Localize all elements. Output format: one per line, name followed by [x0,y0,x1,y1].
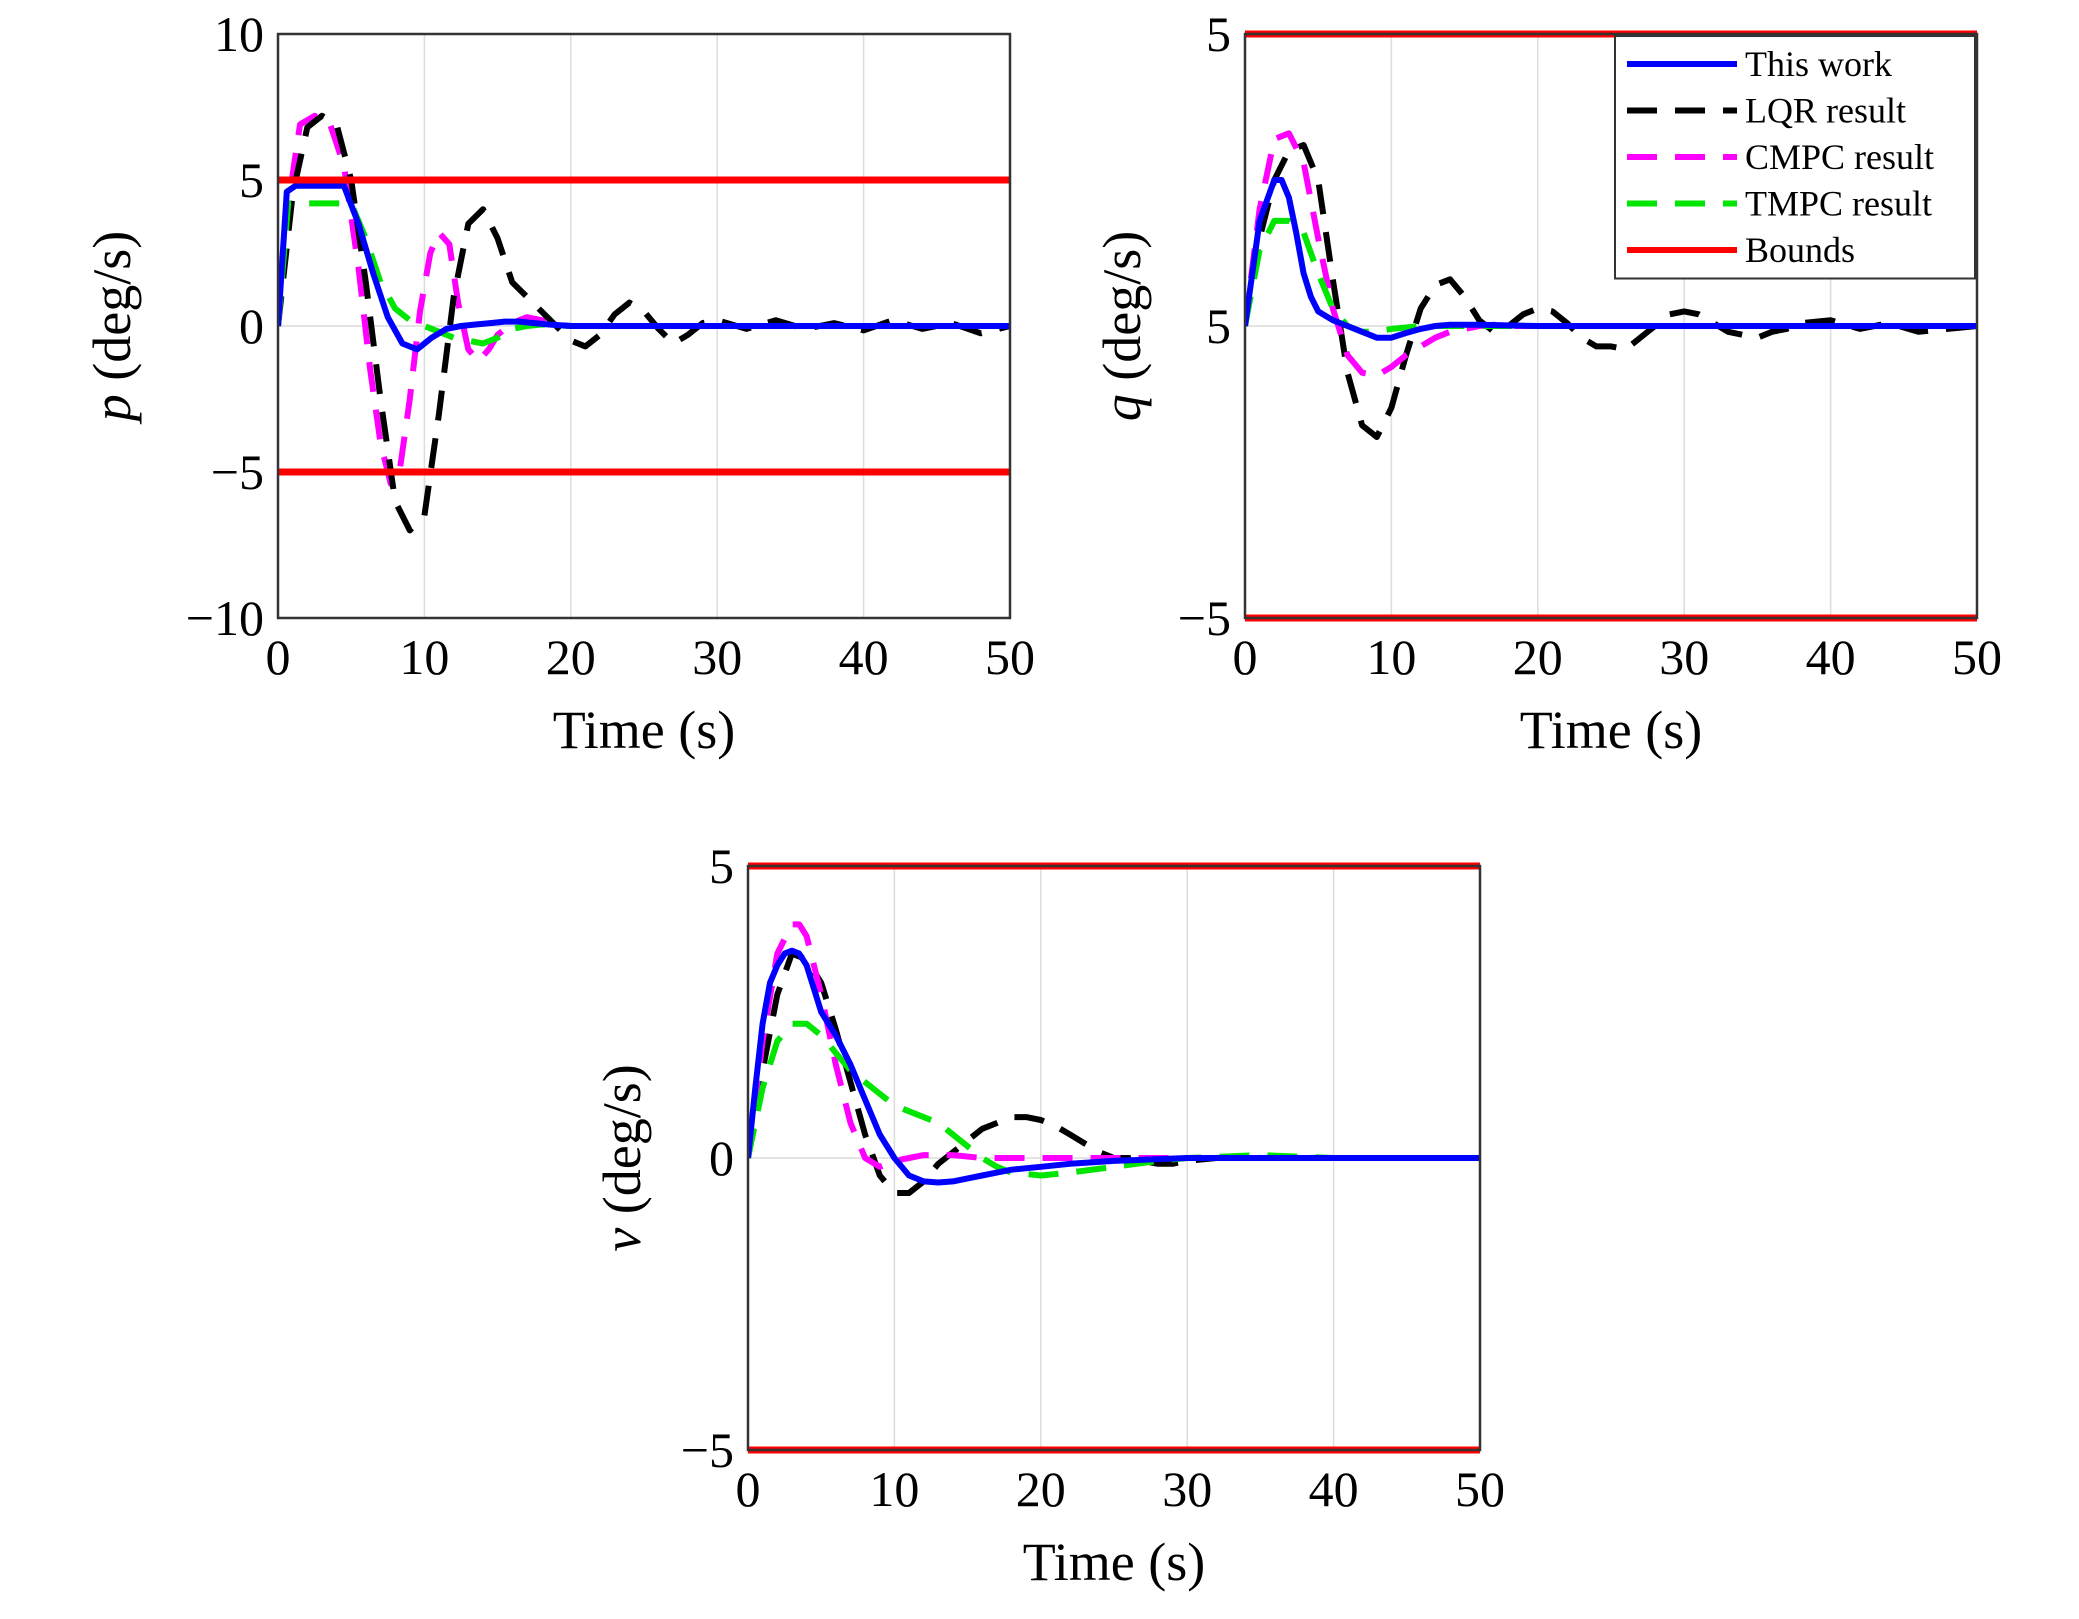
series-group [278,112,1010,534]
y-tick-label: −5 [211,444,264,500]
x-tick-label: 0 [1233,629,1258,685]
y-axis-title: q (deg/s) [1092,231,1152,421]
y-tick-label: 5 [1206,6,1231,62]
x-tick-label: 20 [1016,1461,1066,1517]
x-axis-title: Time (s) [1520,700,1703,760]
x-tick-label: 0 [266,629,291,685]
y-tick-label: 0 [709,1130,734,1186]
legend-label-cmpc: CMPC result [1745,137,1934,177]
y-tick-label: −10 [186,590,264,646]
legend-label-lqr: LQR result [1745,91,1906,131]
legend-box [1614,35,1976,280]
series-line-this [278,182,1010,353]
x-tick-label: 40 [839,629,889,685]
axes-frame [1243,32,1979,620]
x-tick-label: 30 [1659,629,1709,685]
x-axis-title: Time (s) [553,700,736,760]
y-axis-unit: (deg/s) [1092,231,1152,394]
legend-label-bounds: Bounds [1745,230,1855,270]
x-tick-label: 10 [399,629,449,685]
y-axis-title: p (deg/s) [82,231,142,425]
y-tick-label: 5 [709,838,734,894]
x-tick-label: 10 [869,1461,919,1517]
x-tick-label: 50 [1455,1461,1505,1517]
series-line-tmpc [1245,217,1977,335]
y-axis-unit: (deg/s) [592,1064,652,1227]
y-tick-label: 5 [1206,298,1231,354]
series-line-tmpc [748,1020,1480,1179]
axes-frame [746,864,1482,1452]
y-axis-unit: (deg/s) [82,231,142,394]
y-tick-label: −5 [1178,590,1231,646]
series-group [1245,130,1977,440]
x-tick-label: 20 [546,629,596,685]
series-line-this [748,947,1480,1186]
x-tick-label: 50 [1952,629,2002,685]
legend: This work LQR result CMPC result TMPC resul… [1614,35,1976,280]
y-tick-label: 10 [214,6,264,62]
x-tick-label: 30 [1162,1461,1212,1517]
x-tick-label: 0 [736,1461,761,1517]
x-tick-label: 20 [1513,629,1563,685]
y-axis-symbol: v [592,1228,652,1252]
axes-frame [276,32,1012,620]
x-tick-label: 40 [1309,1461,1359,1517]
chart-q: 0 10 20 30 40 50 5 5 −5 Time (s) q (deg/s) This wor… [1092,6,2002,760]
y-tick-label: −5 [681,1422,734,1478]
y-tick-label: 0 [239,298,264,354]
y-axis-title: v (deg/s) [592,1064,652,1251]
y-tick-label: 5 [239,152,264,208]
series-group [748,921,1480,1196]
y-axis-symbol: q [1092,394,1152,421]
series-line-this [1245,177,1977,341]
legend-label-tmpc: TMPC result [1745,184,1932,224]
legend-label-this: This work [1745,44,1892,84]
x-tick-label: 30 [692,629,742,685]
x-tick-label: 50 [985,629,1035,685]
y-axis-symbol: p [82,394,142,425]
x-axis-title: Time (s) [1023,1532,1206,1592]
series-line-cmpc [748,921,1480,1170]
x-tick-label: 40 [1806,629,1856,685]
series-line-lqr [748,950,1480,1196]
x-tick-label: 10 [1366,629,1416,685]
